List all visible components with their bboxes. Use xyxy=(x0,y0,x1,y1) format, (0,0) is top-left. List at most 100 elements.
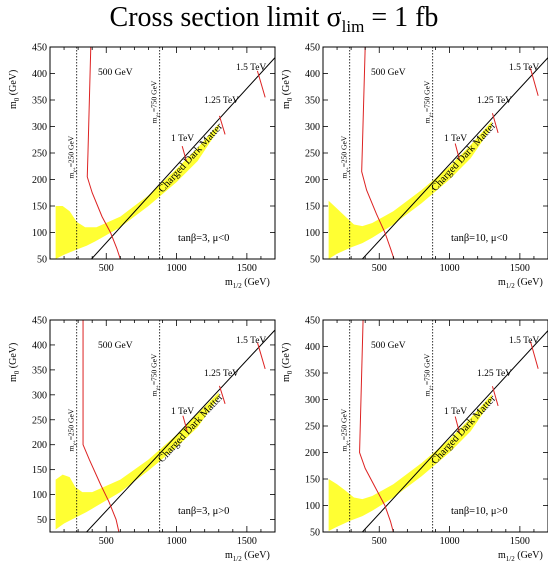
contour-line-1 xyxy=(454,416,460,433)
x-tick-label: 1500 xyxy=(510,263,530,274)
allowed-band xyxy=(55,123,219,259)
contour-label-500gev: 500 GeV xyxy=(98,341,133,351)
y-axis-label: m0 (GeV) xyxy=(8,343,21,382)
y-tick-label: 400 xyxy=(305,342,320,353)
y-tick-label: 250 xyxy=(32,149,47,160)
contour-line-2 xyxy=(218,115,226,135)
parameter-label: tanβ=3, μ<0 xyxy=(178,233,229,244)
y-tick-label: 450 xyxy=(305,316,320,327)
y-tick-label: 150 xyxy=(32,465,47,476)
chargino-mass-label-0: mχ+=250 GeV xyxy=(67,135,78,178)
parameter-label: tanβ=10, μ>0 xyxy=(451,506,508,517)
contour-label-1-5tev: 1.5 TeV xyxy=(236,336,266,346)
y-tick-label: 350 xyxy=(32,96,47,107)
contour-line-3 xyxy=(256,70,266,98)
chargino-mass-label-0: mχ+=250 GeV xyxy=(340,135,351,178)
x-tick-label: 1500 xyxy=(237,536,257,547)
contour-label-1-5tev: 1.5 TeV xyxy=(509,336,539,346)
plot-area xyxy=(55,320,275,532)
y-tick-label: 150 xyxy=(305,475,320,486)
plot-area xyxy=(328,320,548,532)
y-tick-label: 300 xyxy=(32,390,47,401)
contour-line-0 xyxy=(359,320,394,532)
parameter-label: tanβ=3, μ>0 xyxy=(178,506,229,517)
y-tick-label: 50 xyxy=(310,255,320,266)
contour-label-500gev: 500 GeV xyxy=(371,341,406,351)
chargino-mass-label-1: mχ+=750 GeV xyxy=(150,80,161,123)
plot-area xyxy=(328,47,548,259)
charged-dm-boundary xyxy=(362,57,548,259)
contour-line-2 xyxy=(218,385,226,404)
y-tick-label: 400 xyxy=(32,69,47,80)
page-title: Cross section limit σlim = 1 fb xyxy=(0,2,548,37)
x-tick-label: 1000 xyxy=(440,263,460,274)
charged-dm-boundary xyxy=(91,57,275,259)
charged-dm-label: Charged Dark Matter xyxy=(429,120,498,194)
contour-line-3 xyxy=(529,341,539,369)
y-tick-label: 250 xyxy=(305,149,320,160)
contour-label-500gev: 500 GeV xyxy=(371,68,406,78)
y-tick-label: 450 xyxy=(305,43,320,54)
x-tick-label: 1000 xyxy=(167,263,187,274)
y-tick-label: 200 xyxy=(32,440,47,451)
y-tick-label: 300 xyxy=(32,122,47,133)
contour-line-1 xyxy=(454,143,460,160)
x-axis-label: m1/2 (GeV) xyxy=(498,550,543,563)
allowed-band xyxy=(328,394,492,531)
contour-label-1tev: 1 TeV xyxy=(444,134,467,144)
y-tick-label: 300 xyxy=(305,395,320,406)
title-prefix: Cross section limit σ xyxy=(109,2,342,33)
x-tick-label: 1500 xyxy=(510,536,530,547)
contour-label-1-25tev: 1.25 TeV xyxy=(204,96,239,106)
y-tick-label: 50 xyxy=(37,515,47,526)
parameter-label: tanβ=10, μ<0 xyxy=(451,233,508,244)
charged-dm-label: Charged Dark Matter xyxy=(429,393,498,467)
y-tick-label: 200 xyxy=(305,175,320,186)
x-tick-label: 1000 xyxy=(440,536,460,547)
x-tick-label: 1500 xyxy=(237,263,257,274)
contour-line-3 xyxy=(256,342,266,370)
y-tick-label: 250 xyxy=(305,422,320,433)
plot-area xyxy=(55,47,275,259)
contour-line-0 xyxy=(361,47,395,259)
contour-line-1 xyxy=(181,145,187,162)
y-tick-label: 100 xyxy=(305,501,320,512)
y-tick-label: 450 xyxy=(32,43,47,54)
contour-line-0 xyxy=(86,47,121,259)
contour-label-1tev: 1 TeV xyxy=(171,407,194,417)
title-subscript: lim xyxy=(341,17,365,36)
contour-label-500gev: 500 GeV xyxy=(98,68,133,78)
y-axis-label: m0 (GeV) xyxy=(8,70,21,109)
y-tick-label: 300 xyxy=(305,122,320,133)
contour-line-0 xyxy=(82,320,120,532)
y-tick-label: 150 xyxy=(32,202,47,213)
contour-label-1-25tev: 1.25 TeV xyxy=(477,96,512,106)
contour-line-1 xyxy=(182,415,188,431)
chargino-mass-label-0: mχ+=250 GeV xyxy=(67,408,78,451)
y-tick-label: 450 xyxy=(32,316,47,327)
x-tick-label: 500 xyxy=(372,263,387,274)
y-tick-label: 50 xyxy=(310,528,320,539)
x-tick-label: 500 xyxy=(372,536,387,547)
y-tick-label: 350 xyxy=(32,365,47,376)
contour-line-2 xyxy=(491,386,499,406)
y-tick-label: 150 xyxy=(305,202,320,213)
y-tick-label: 350 xyxy=(305,96,320,107)
x-tick-label: 500 xyxy=(99,536,114,547)
chargino-mass-label-1: mχ+=750 GeV xyxy=(423,80,434,123)
y-tick-label: 400 xyxy=(305,69,320,80)
y-tick-label: 100 xyxy=(32,490,47,501)
contour-label-1-25tev: 1.25 TeV xyxy=(204,369,239,379)
y-tick-label: 400 xyxy=(32,340,47,351)
contour-label-1-5tev: 1.5 TeV xyxy=(236,63,266,73)
y-axis-label: m0 (GeV) xyxy=(281,343,294,382)
title-suffix: = 1 fb xyxy=(364,2,439,33)
contour-label-1-25tev: 1.25 TeV xyxy=(477,369,512,379)
x-axis-label: m1/2 (GeV) xyxy=(498,277,543,290)
chargino-mass-label-1: mχ+=750 GeV xyxy=(423,353,434,396)
charged-dm-boundary xyxy=(86,329,275,532)
x-tick-label: 1000 xyxy=(167,536,187,547)
